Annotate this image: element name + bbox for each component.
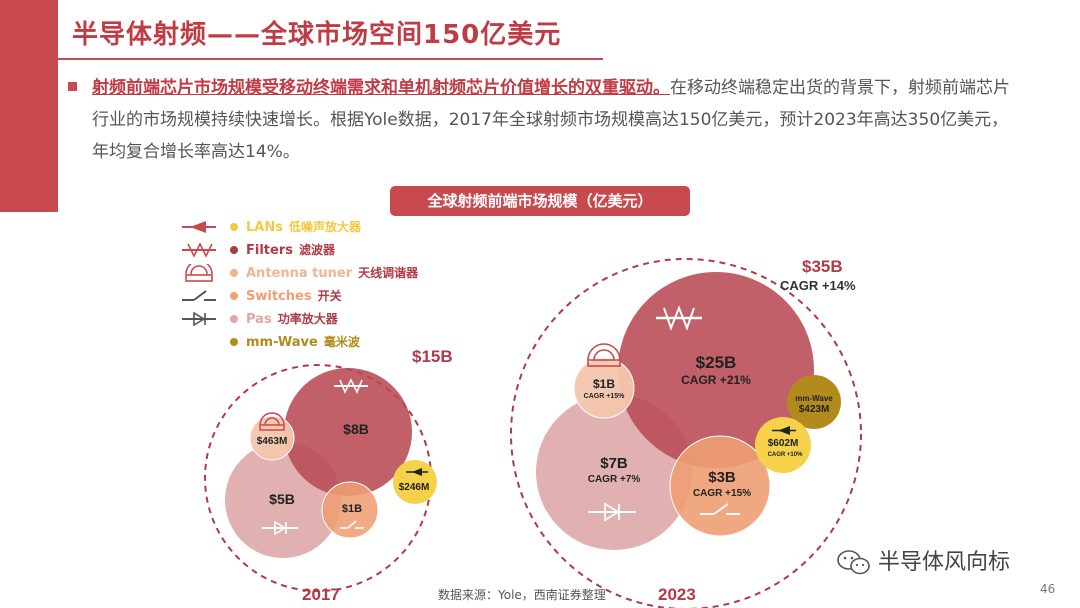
label-2023-pa: $7B bbox=[600, 455, 628, 472]
pa-icon bbox=[182, 311, 216, 327]
legend-label-switches: Switches bbox=[246, 289, 312, 304]
legend-label-lna: LANs bbox=[246, 220, 283, 235]
legend-cn-filters: 滤波器 bbox=[298, 243, 335, 257]
paragraph-body: 在移动终端稳定出货的背景下，射频前端芯片行业的市场规模持续快速增长。根据Yole… bbox=[92, 78, 1010, 162]
label-2017-filters: $8B bbox=[343, 421, 369, 437]
brand-watermark: 半导体风向标 bbox=[836, 544, 1010, 577]
cagr-2023-switches: CAGR +15% bbox=[693, 488, 751, 499]
year-label-2017: 2017 bbox=[302, 585, 340, 604]
legend-cn-switches: 开关 bbox=[317, 289, 342, 303]
page-number: 46 bbox=[1040, 582, 1056, 596]
year-label-2023: 2023 bbox=[658, 585, 696, 604]
label-2017-lna: $246M bbox=[399, 482, 430, 493]
antenna-tuner-icon bbox=[259, 412, 285, 431]
title-divider bbox=[58, 58, 603, 60]
label-2017-pa: $5B bbox=[269, 491, 295, 507]
total-cagr-2023: CAGR +14% bbox=[780, 278, 856, 293]
legend-label-antenna-tuner: Antenna tuner bbox=[246, 266, 353, 281]
legend-dot-filters bbox=[230, 246, 238, 254]
bubble-2023-antenna bbox=[573, 357, 635, 419]
antenna-tuner-icon bbox=[587, 343, 621, 367]
frame-2023 bbox=[510, 258, 862, 608]
legend-cn-mmwave: 毫米波 bbox=[323, 335, 360, 349]
bubble-2023-switches bbox=[669, 435, 771, 537]
legend-cn-lna: 低噪声放大器 bbox=[288, 220, 361, 234]
chart-title: 全球射频前端市场规模（亿美元） bbox=[390, 186, 690, 216]
pa-icon bbox=[262, 520, 298, 536]
left-accent-bar bbox=[0, 0, 58, 212]
bubble-2023-mmwave bbox=[787, 375, 841, 429]
legend-label-mmwave: mm-Wave bbox=[246, 335, 318, 350]
filter-icon bbox=[182, 242, 216, 258]
lna-icon bbox=[406, 468, 428, 476]
page-title: 半导体射频——全球市场空间150亿美元 bbox=[72, 20, 562, 50]
legend-dot-mmwave bbox=[230, 338, 238, 346]
bubble-2017-filters bbox=[284, 368, 412, 496]
switch-icon bbox=[182, 290, 216, 301]
label-2023-lna: $602M bbox=[768, 438, 799, 449]
paragraph-emphasis: 射频前端芯片市场规模受移动终端需求和单机射频芯片价值增长的双重驱动。 bbox=[92, 78, 670, 98]
filter-icon bbox=[656, 305, 702, 331]
lna-icon bbox=[182, 221, 216, 233]
legend-dot-pas bbox=[230, 315, 238, 323]
brand-name: 半导体风向标 bbox=[878, 550, 1011, 575]
label-2023-filters: $25B bbox=[696, 353, 737, 372]
legend-dot-lna bbox=[230, 223, 238, 231]
intro-paragraph: 射频前端芯片市场规模受移动终端需求和单机射频芯片价值增长的双重驱动。在移动终端稳… bbox=[92, 72, 1012, 168]
lna-icon bbox=[772, 426, 796, 435]
legend-dot-antenna-tuner bbox=[230, 269, 238, 277]
pa-icon bbox=[588, 502, 636, 522]
label-2023-antenna: $1B bbox=[593, 377, 615, 391]
total-label-2023: $35B bbox=[802, 257, 843, 276]
label-2023-switches: $3B bbox=[708, 469, 736, 486]
legend-cn-pas: 功率放大器 bbox=[277, 312, 338, 326]
bubble-2017-antenna bbox=[249, 415, 295, 461]
legend-dot-switches bbox=[230, 292, 238, 300]
cagr-2023-pa: CAGR +7% bbox=[588, 474, 641, 485]
bubble-2017-switches bbox=[321, 481, 379, 539]
label-2017-antenna: $463M bbox=[257, 436, 288, 447]
cagr-2023-filters: CAGR +21% bbox=[681, 373, 751, 387]
bubble-2017-lna bbox=[393, 460, 437, 504]
cagr-2023-antenna: CAGR +15% bbox=[584, 393, 625, 400]
bullet-square-icon bbox=[68, 82, 77, 91]
switch-icon bbox=[700, 503, 740, 515]
cagr-2023-lna: CAGR +10% bbox=[768, 452, 804, 458]
label-2017-switches: $1B bbox=[342, 503, 362, 515]
bubble-2023-filters bbox=[618, 272, 814, 468]
name-2023-mmwave: mm-Wave bbox=[795, 394, 833, 403]
total-label-2017: $15B bbox=[412, 347, 453, 366]
legend-cn-antenna-tuner: 天线调谐器 bbox=[358, 266, 419, 280]
filter-icon bbox=[334, 378, 368, 394]
antenna-tuner-icon bbox=[185, 264, 213, 282]
switch-icon bbox=[340, 520, 364, 529]
legend-label-filters: Filters bbox=[246, 243, 293, 258]
data-source-note: 数据来源：Yole，西南证券整理 bbox=[438, 588, 606, 602]
legend-label-pas: Pas bbox=[246, 312, 272, 327]
wechat-icon bbox=[837, 550, 870, 575]
label-2023-mmwave: $423M bbox=[799, 404, 830, 415]
bubble-2023-lna bbox=[755, 417, 811, 473]
